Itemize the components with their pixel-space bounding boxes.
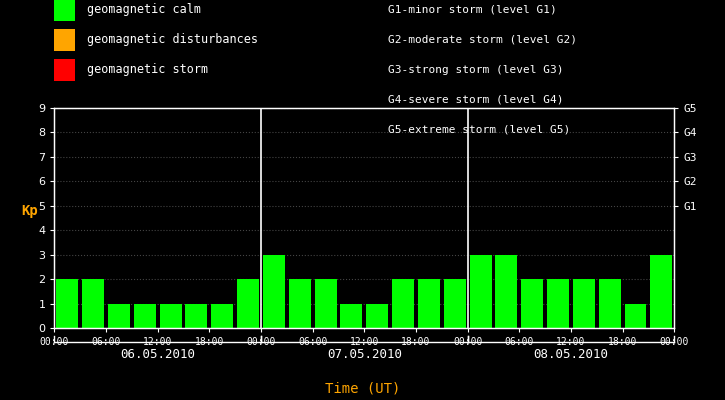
Bar <box>624 304 647 328</box>
Bar <box>495 255 518 328</box>
Text: geomagnetic storm: geomagnetic storm <box>87 64 208 76</box>
Bar <box>289 279 311 328</box>
Bar <box>186 304 207 328</box>
Text: G3-strong storm (level G3): G3-strong storm (level G3) <box>388 65 563 75</box>
Text: G4-severe storm (level G4): G4-severe storm (level G4) <box>388 95 563 105</box>
Text: 08.05.2010: 08.05.2010 <box>534 348 608 360</box>
Bar <box>650 255 672 328</box>
Text: G5-extreme storm (level G5): G5-extreme storm (level G5) <box>388 125 570 135</box>
Bar <box>341 304 362 328</box>
Bar <box>160 304 181 328</box>
Text: Time (UT): Time (UT) <box>325 381 400 395</box>
Bar <box>573 279 594 328</box>
Bar <box>392 279 414 328</box>
Bar <box>366 304 388 328</box>
Text: G2-moderate storm (level G2): G2-moderate storm (level G2) <box>388 35 577 45</box>
Bar <box>418 279 440 328</box>
Bar <box>521 279 543 328</box>
Bar <box>263 255 285 328</box>
Bar <box>547 279 569 328</box>
Bar <box>134 304 156 328</box>
Bar <box>108 304 130 328</box>
Bar <box>599 279 621 328</box>
Text: geomagnetic calm: geomagnetic calm <box>87 4 201 16</box>
Text: 07.05.2010: 07.05.2010 <box>327 348 402 360</box>
Bar <box>237 279 259 328</box>
Bar <box>211 304 233 328</box>
Text: 06.05.2010: 06.05.2010 <box>120 348 195 360</box>
Bar <box>470 255 492 328</box>
Text: geomagnetic disturbances: geomagnetic disturbances <box>87 34 258 46</box>
Bar <box>315 279 336 328</box>
Bar <box>82 279 104 328</box>
Y-axis label: Kp: Kp <box>22 204 38 218</box>
Text: G1-minor storm (level G1): G1-minor storm (level G1) <box>388 5 557 15</box>
Bar <box>57 279 78 328</box>
Bar <box>444 279 465 328</box>
